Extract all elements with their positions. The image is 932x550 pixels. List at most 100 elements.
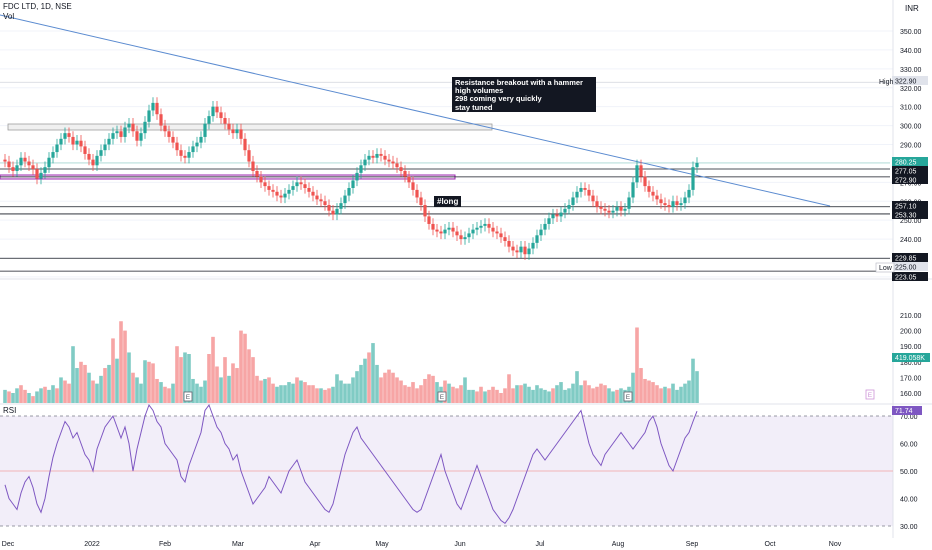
volume-bar: [319, 388, 323, 403]
long-label[interactable]: #long: [434, 196, 462, 207]
price-tick-label: 330.00: [900, 67, 922, 74]
candle-body: [443, 229, 447, 234]
candle-body: [355, 172, 359, 181]
rsi-tick-label: 40.00: [900, 497, 918, 504]
time-tick-label: Sep: [686, 541, 699, 548]
candle-body: [591, 195, 595, 202]
candle-body: [143, 121, 147, 134]
candle-body: [31, 165, 35, 170]
volume-bar: [75, 368, 79, 403]
price-badge-label: 253.30: [895, 213, 917, 220]
candle-body: [651, 191, 655, 196]
candle-body: [535, 235, 539, 243]
volume-bar: [51, 385, 55, 403]
volume-bar: [155, 378, 159, 403]
candle-body: [399, 167, 403, 171]
candle-body: [183, 155, 187, 158]
volume-bar: [403, 385, 407, 403]
candle-body: [79, 140, 83, 147]
volume-bar: [491, 386, 495, 403]
candle-body: [439, 231, 443, 234]
volume-bar: [151, 363, 155, 403]
candle-body: [111, 133, 115, 139]
candle-body: [523, 246, 527, 255]
candle-body: [527, 248, 531, 255]
volume-bar: [435, 382, 439, 403]
volume-bar: [167, 388, 171, 403]
candle-body: [647, 186, 651, 192]
candle-body: [191, 146, 195, 153]
candle-body: [135, 131, 139, 141]
candle-body: [515, 250, 519, 253]
volume-bar: [163, 386, 167, 403]
earnings-marker-label: E: [440, 394, 445, 401]
price-badge: [892, 201, 928, 210]
candle-body: [199, 136, 203, 143]
earnings-marker-label: E: [626, 394, 631, 401]
candle-body: [171, 136, 175, 143]
volume-bar: [671, 383, 675, 403]
volume-bar: [171, 383, 175, 403]
rsi-pane-label: RSI: [3, 406, 17, 415]
volume-bar: [311, 385, 315, 403]
volume-bar: [355, 371, 359, 403]
volume-bar: [127, 352, 131, 403]
earnings-marker: [437, 391, 447, 402]
candle-body: [643, 176, 647, 187]
volume-bar: [247, 349, 251, 403]
candle-body: [479, 225, 483, 228]
volume-bar: [383, 372, 387, 403]
volume-bar: [651, 382, 655, 403]
volume-bar: [255, 375, 259, 403]
volume-bar: [387, 369, 391, 403]
candle-body: [287, 189, 291, 194]
candle-body: [315, 195, 319, 200]
annotation-note[interactable]: Resistance breakout with a hammer high v…: [452, 77, 596, 112]
candle-body: [663, 203, 667, 206]
volume-bar: [411, 382, 415, 403]
volume-bar: [223, 357, 227, 403]
candle-body: [367, 155, 371, 160]
volume-bar: [591, 388, 595, 403]
volume-bar: [79, 361, 83, 403]
volume-bar: [43, 386, 47, 403]
candle-body: [423, 205, 427, 217]
volume-bar: [663, 386, 667, 403]
volume-tick-label: 170.00: [900, 375, 922, 382]
candle-body: [299, 182, 303, 185]
candle-body: [435, 229, 439, 232]
volume-bar: [115, 358, 119, 403]
candle-body: [567, 205, 571, 209]
volume-bar: [599, 383, 603, 403]
volume-bar: [27, 393, 31, 403]
resistance-zone: [7, 123, 493, 131]
volume-bar: [499, 393, 503, 403]
candle-body: [487, 223, 491, 228]
candle-body: [335, 208, 339, 215]
volume-bar: [559, 382, 563, 403]
candle-body: [379, 153, 383, 156]
volume-bar: [419, 385, 423, 403]
candle-body: [499, 233, 503, 238]
volume-bar: [339, 380, 343, 403]
candle-body: [319, 199, 323, 202]
volume-bar: [243, 333, 247, 403]
candle-body: [159, 114, 163, 126]
price-badge: [892, 272, 928, 281]
price-badge: [892, 175, 928, 184]
candle-body: [551, 214, 555, 219]
candle-body: [3, 159, 7, 162]
candle-body: [251, 161, 255, 171]
volume-bar: [179, 357, 183, 403]
volume-bar: [55, 388, 59, 403]
candle-body: [59, 138, 63, 145]
price-tick-label: 240.00: [900, 237, 922, 244]
volume-bar: [683, 383, 687, 403]
volume-bar: [691, 358, 695, 403]
rsi-badge: [892, 406, 922, 415]
price-badge-label: 280.25: [895, 160, 917, 167]
price-badge-label: 257.10: [895, 204, 917, 211]
candle-body: [119, 131, 123, 137]
volume-bar: [135, 377, 139, 403]
